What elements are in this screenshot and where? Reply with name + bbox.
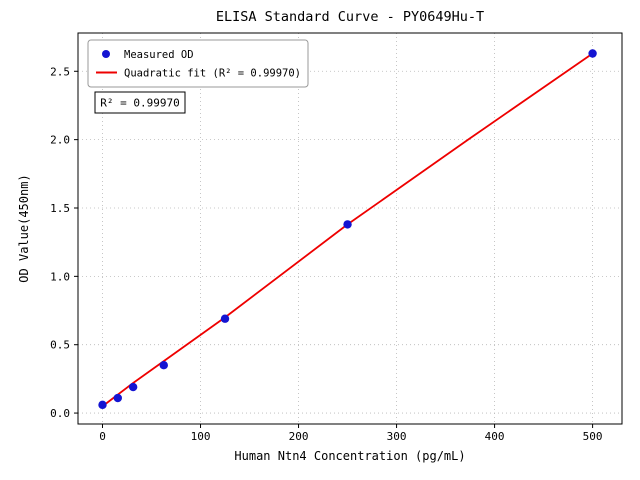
- x-tick-label: 0: [99, 430, 106, 443]
- r-squared-annotation: R² = 0.99970: [94, 91, 186, 114]
- y-tick-label: 0.0: [50, 407, 70, 420]
- data-point: [98, 400, 107, 410]
- y-tick-label: 0.5: [50, 339, 70, 352]
- plot-border: [77, 32, 623, 425]
- x-tick-label: 300: [387, 430, 407, 443]
- legend-point-marker: [102, 50, 110, 58]
- data-point: [159, 361, 168, 370]
- y-tick-label: 2.5: [50, 65, 70, 78]
- legend-label-measured-od: Measured OD: [124, 49, 194, 61]
- data-point: [220, 314, 230, 323]
- y-axis-title: OD Value(450nm): [17, 174, 31, 282]
- x-tick-label: 500: [583, 430, 603, 443]
- x-tick-label: 200: [289, 430, 309, 443]
- legend-label-quadratic-fit: Quadratic fit (R² = 0.99970): [124, 68, 301, 80]
- data-point: [343, 220, 352, 229]
- x-tick-label: 400: [485, 430, 505, 443]
- data-point: [588, 49, 597, 58]
- y-tick-label: 1.5: [50, 202, 70, 215]
- chart-title: ELISA Standard Curve - PY0649Hu-T: [216, 9, 484, 25]
- annotation-frame: [94, 91, 186, 114]
- x-axis-title: Human Ntn4 Concentration (pg/mL): [234, 449, 465, 463]
- y-tick-label: 1.0: [50, 270, 70, 283]
- annotation-text: R² = 0.99970: [100, 97, 179, 110]
- y-tick-label: 2.0: [50, 134, 70, 147]
- legend-frame: [87, 39, 309, 88]
- x-tick-label: 100: [191, 430, 211, 443]
- legend-box: Measured OD Quadratic fit (R² = 0.99970): [87, 39, 309, 88]
- data-point: [113, 393, 122, 403]
- data-point: [128, 382, 138, 392]
